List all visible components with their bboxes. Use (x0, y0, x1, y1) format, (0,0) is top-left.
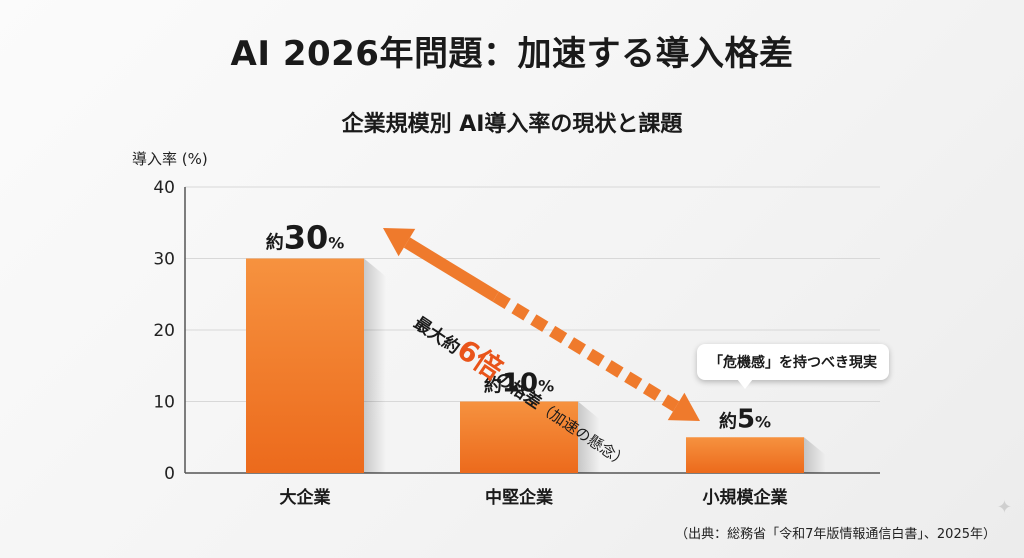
bar-3 (686, 437, 804, 473)
y-tick-label: 20 (153, 321, 175, 341)
arrow-head-down (667, 392, 700, 421)
chart-subtitle: 企業規模別 AI導入率の現状と課題 (341, 112, 683, 137)
bar-shadow (578, 401, 600, 473)
arrow-shaft (403, 237, 499, 302)
y-tick-label: 0 (164, 464, 175, 484)
callout-bubble: 「危機感」を持つべき現実 (697, 344, 889, 389)
bar-shadow (804, 437, 826, 473)
sparkle-icon: ✦ (996, 497, 1012, 518)
bar-shadow (364, 258, 386, 473)
source-note: （出典：総務省「令和7年版情報通信白書」、2025年） (675, 527, 996, 542)
page-title: AI 2026年問題：加速する導入格差 (230, 34, 794, 74)
arrow-shaft-dashed (492, 291, 680, 412)
x-tick-label: 小規模企業 (703, 487, 788, 508)
y-tick-label: 10 (153, 393, 175, 413)
y-axis-label: 導入率 (%) (132, 150, 208, 168)
bar-1 (246, 258, 364, 473)
data-label: 約10% (484, 369, 554, 399)
bar-2 (460, 401, 578, 473)
data-label: 約5% (719, 404, 771, 434)
data-label: 約30% (266, 219, 345, 257)
arrow-head-up (383, 228, 416, 257)
x-tick-label: 中堅企業 (485, 487, 553, 508)
y-tick-label: 30 (153, 250, 175, 270)
x-tick-label: 大企業 (280, 487, 331, 508)
y-tick-label: 40 (153, 178, 175, 198)
